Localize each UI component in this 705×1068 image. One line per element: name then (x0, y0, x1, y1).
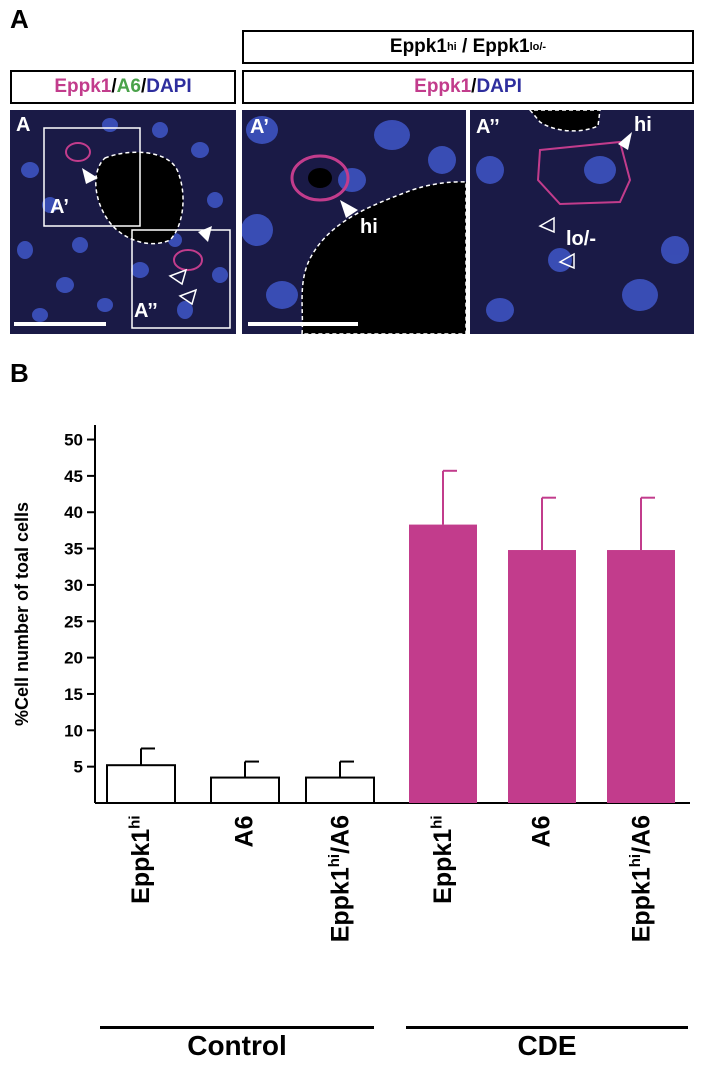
x-label-main: A6 (230, 815, 259, 847)
x-label-0: Eppk1hi (127, 815, 156, 903)
y-tick-label-10: 10 (64, 721, 83, 740)
legend-right-eppk1: Eppk1 (414, 76, 472, 97)
y-tick-label-30: 30 (64, 576, 83, 595)
micrograph-zoom-a-prime-image (242, 110, 466, 334)
group-label-control: Control (187, 1030, 287, 1061)
micrograph-overview-image (10, 110, 236, 334)
x-label-sup: hi (428, 814, 446, 829)
cde-group-bracket (406, 1026, 688, 1029)
bar-4 (508, 550, 576, 803)
inset-label-a-prime: A’ (50, 196, 69, 218)
micrograph-zoom-a-double-prime-image (470, 110, 694, 334)
y-tick-label-35: 35 (64, 540, 83, 559)
micrograph-zoom-a-double-prime: A’’ hi lo/- (470, 110, 694, 334)
header-eppk1-2: Eppk1 (472, 36, 530, 57)
x-label-main: Eppk1 (126, 828, 155, 904)
x-label-5: Eppk1hi/A6 (626, 815, 655, 942)
legend-right-dapi: DAPI (476, 76, 522, 97)
header-lo-sup: lo/- (529, 41, 547, 53)
group-label-cde: CDE (517, 1030, 577, 1061)
y-tick-label-20: 20 (64, 649, 83, 668)
y-tick-label-45: 45 (64, 467, 83, 486)
x-label-1: A6 (230, 815, 259, 847)
legend-right-slash: / (471, 76, 477, 97)
x-label-2: Eppk1hi/A6 (325, 815, 354, 942)
header-eppk1: Eppk1 (389, 36, 447, 57)
x-label-main: Eppk1 (428, 828, 457, 904)
micrograph-zoom-a-prime: A’ hi (242, 110, 466, 334)
legend-slash-2: / (140, 76, 147, 97)
x-label-tail: /A6 (626, 815, 655, 854)
legend-a6: A6 (116, 76, 141, 97)
y-axis-title: %Cell number of toal cells (12, 502, 32, 726)
legend-slash-1: / (111, 76, 117, 97)
bar-3 (409, 524, 477, 803)
micrograph-overview: A A’ A’’ (10, 110, 236, 334)
arrow-label-hi-a-double-prime: hi (634, 114, 652, 136)
x-label-tail: /A6 (325, 815, 354, 854)
y-tick-label-50: 50 (64, 431, 83, 450)
header-hi-sup: hi (446, 41, 457, 53)
image-label-a-double-prime: A’’ (476, 116, 500, 138)
image-label-a-prime: A’ (250, 116, 269, 138)
legend-eppk1: Eppk1 (54, 76, 112, 97)
x-label-4: A6 (527, 815, 556, 847)
header-separator: / (456, 36, 473, 57)
legend-dapi: DAPI (146, 76, 192, 97)
panel-a-letter: A (10, 4, 29, 34)
bar-0 (106, 764, 176, 805)
arrow-label-lo: lo/- (566, 228, 596, 250)
x-label-main: Eppk1 (325, 867, 354, 943)
x-label-main: A6 (527, 815, 556, 847)
y-tick-label-25: 25 (64, 612, 83, 631)
y-tick-label-40: 40 (64, 503, 83, 522)
y-tick-label-5: 5 (74, 758, 83, 777)
stain-legend-right: Eppk1/DAPI (242, 70, 694, 104)
bar-2 (305, 776, 375, 804)
x-label-sup: hi (126, 814, 144, 829)
x-label-3: Eppk1hi (429, 815, 458, 903)
bar-5 (607, 550, 675, 803)
control-group-bracket (100, 1026, 374, 1029)
y-tick-label-15: 15 (64, 685, 83, 704)
x-label-sup: hi (325, 853, 343, 868)
x-label-sup: hi (626, 853, 644, 868)
bar-1 (210, 776, 280, 804)
inset-label-a-double-prime: A’’ (134, 300, 158, 322)
stain-legend-left: Eppk1/A6/DAPI (10, 70, 236, 104)
panel-b-letter: B (10, 358, 29, 388)
genotype-header: Eppk1 hi / Eppk1 lo/- (242, 30, 694, 64)
x-label-main: Eppk1 (626, 867, 655, 943)
arrow-label-hi-a-prime: hi (360, 216, 378, 238)
image-label-a: A (16, 114, 31, 136)
